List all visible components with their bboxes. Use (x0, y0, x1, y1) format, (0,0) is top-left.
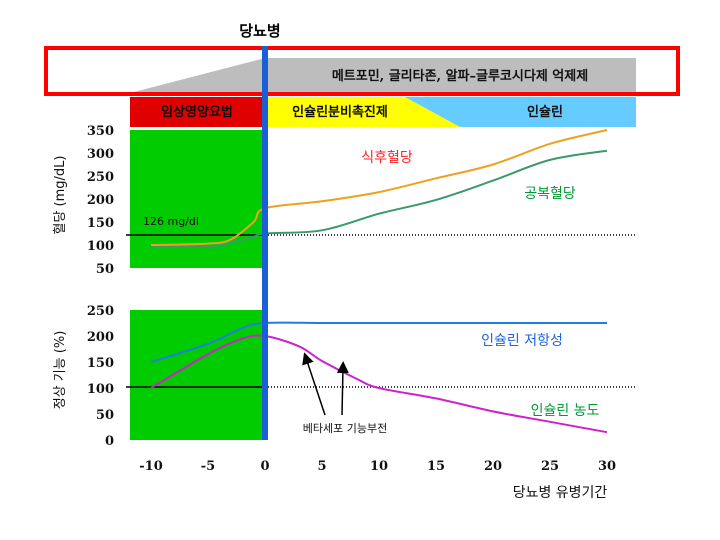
bottom-y-tick-label: 250 (87, 304, 114, 319)
bottom-series-line-2 (150, 334, 608, 434)
bottom-y-tick-label: 0 (105, 434, 114, 449)
top-y-tick-label: 200 (87, 193, 114, 208)
insulin-level-annotation: 인슐린 농도 (531, 403, 600, 419)
top-y-tick-label: 300 (87, 147, 114, 162)
x-tick-label: -5 (201, 459, 215, 474)
top-series-line-1 (150, 129, 608, 246)
resistance-annotation: 인슐린 저항성 (481, 333, 563, 349)
bottom-series-line-1 (150, 321, 607, 363)
chart-title: 당뇨병 (239, 22, 280, 40)
phase-secretagogue-label: 인슐린분비촉진제 (292, 104, 388, 120)
beta-cell-arrow-2 (336, 361, 349, 416)
x-tick-labels: -10 -5 0 5 10 15 20 25 30 (139, 459, 616, 474)
phase-secretagogue-bar (265, 97, 460, 127)
bottom-y-tick-label: 50 (96, 408, 114, 423)
drug-therapy-wedge (130, 58, 636, 93)
bottom-y-axis-label: 정상 기능 (%) (53, 331, 68, 410)
x-tick-label: 25 (541, 459, 559, 474)
top-series-line-2 (150, 149, 608, 249)
top-y-tick-label: 100 (87, 239, 114, 254)
green-zone-bottom (130, 310, 265, 440)
top-y-tick-labels: 50 100 150 200 250 300 350 (87, 124, 114, 277)
x-tick-label: 5 (317, 459, 326, 474)
phase-insulin-bar (405, 97, 636, 127)
diagnosis-divider (262, 46, 268, 440)
x-tick-label: -10 (139, 459, 163, 474)
bottom-y-tick-label: 200 (87, 330, 114, 345)
x-tick-label: 10 (370, 459, 388, 474)
top-series (150, 129, 608, 249)
bottom-y-tick-labels: 0 50 100 150 200 250 (87, 304, 114, 449)
x-tick-label: 20 (484, 459, 502, 474)
x-tick-label: 15 (427, 459, 445, 474)
beta-cell-arrow-1 (302, 352, 326, 416)
fasting-annotation: 공복혈당 (524, 186, 576, 202)
phase-nutrition-bar (130, 97, 265, 127)
bottom-y-tick-label: 100 (87, 382, 114, 397)
phase-insulin-label: 인슐린 (527, 104, 563, 120)
x-tick-label: 30 (598, 459, 616, 474)
beta-cell-annotation: 베타세포 기능부전 (303, 422, 387, 435)
x-tick-label: 0 (260, 459, 269, 474)
highlight-box (44, 46, 680, 96)
top-y-tick-label: 250 (87, 170, 114, 185)
top-y-tick-label: 50 (96, 262, 114, 277)
bottom-series (150, 321, 608, 434)
top-y-tick-label: 150 (87, 216, 114, 231)
threshold-label: 126 mg/dl (143, 215, 199, 228)
top-y-axis-label: 혈당 (mg/dL) (53, 156, 68, 235)
x-axis-label: 당뇨병 유병기간 (513, 485, 608, 501)
phase-nutrition-label: 임상영양요법 (161, 104, 233, 120)
top-y-tick-label: 350 (87, 124, 114, 139)
drug-bar-label: 메트포민, 글리타존, 알파–글루코시다제 억제제 (332, 68, 588, 84)
bottom-y-tick-label: 150 (87, 356, 114, 371)
postprandial-annotation: 식후혈당 (361, 150, 413, 166)
